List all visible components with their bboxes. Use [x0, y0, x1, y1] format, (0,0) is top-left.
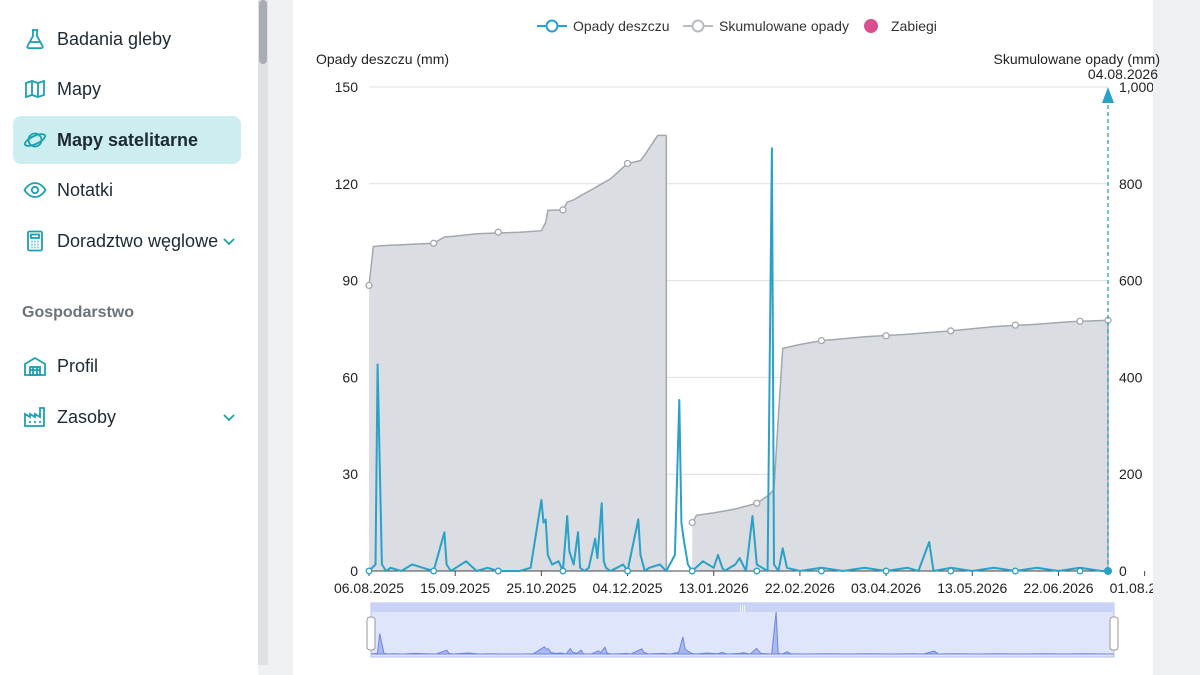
sidebar-item-label: Notatki: [57, 179, 114, 200]
cumulative-point: [365, 281, 373, 290]
cumulative-point: [559, 206, 567, 214]
cumulative-point: [882, 332, 890, 340]
chevron-down-icon[interactable]: [221, 409, 237, 425]
range-navigator-bar: [371, 603, 1114, 612]
cumulative-point: [494, 228, 502, 236]
rain-point: [688, 567, 696, 575]
right-marker-date: 04.08.2026: [1087, 66, 1158, 82]
x-tick-label: 04.12.2025: [593, 580, 663, 596]
x-tick-label: 03.04.2026: [851, 580, 921, 596]
scrollbar-thumb[interactable]: [259, 0, 267, 64]
cumulative-point: [1011, 321, 1020, 329]
y-tick-left: 0: [350, 563, 358, 579]
range-handle[interactable]: [1109, 616, 1119, 651]
sidebar-item-profil[interactable]: Profil: [13, 342, 241, 390]
y-tick-right: 0: [1119, 563, 1127, 579]
range-handle[interactable]: [366, 616, 376, 651]
rain-point: [624, 567, 631, 575]
cumulative-area: [369, 135, 667, 571]
rain-point: [947, 567, 955, 575]
sidebar-item-mapy-satelitarne[interactable]: Mapy satelitarne: [13, 116, 241, 164]
cumulative-point: [688, 518, 696, 527]
rain-point: [365, 567, 373, 575]
legend-label: Skumulowane opady: [719, 18, 849, 34]
x-tick-label: 25.10.2025: [506, 580, 576, 596]
y-tick-left: 150: [335, 79, 359, 95]
cumulative-point: [623, 159, 632, 168]
cumulative-point: [1076, 317, 1084, 325]
barn-icon: [23, 354, 47, 378]
sidebar-item-label: Mapy: [57, 78, 102, 99]
sidebar-item-notatki[interactable]: Notatki: [13, 166, 241, 214]
y-axis-right-title: Skumulowane opady (mm): [993, 51, 1160, 67]
section-title-gospodarstwo: Gospodarstwo: [22, 304, 135, 321]
flask-icon: [23, 27, 47, 51]
cumulative-line: [691, 319, 1109, 523]
sidebar-item-zasoby[interactable]: Zasoby: [13, 393, 241, 441]
sidebar-item-label: Doradztwo węglowe: [57, 230, 219, 251]
y-tick-left: 30: [342, 466, 358, 482]
x-tick-label: 22.06.2026: [1023, 580, 1093, 596]
sidebar-item-doradztwo-weglowe[interactable]: Doradztwo węglowe: [13, 217, 241, 265]
y-tick-right: 400: [1119, 369, 1143, 385]
rain-point: [1076, 567, 1084, 575]
eye-icon: [23, 178, 47, 202]
sidebar-scrollbar[interactable]: [258, 0, 268, 665]
y-tick-left: 120: [335, 176, 359, 192]
x-tick-label: 13.05.2026: [937, 580, 1007, 596]
y-axis-left-title: Opady deszczu (mm): [316, 51, 450, 67]
sidebar-item-mapy[interactable]: Mapy: [13, 65, 241, 113]
legend-item-rain[interactable]: Opady deszczu: [537, 18, 670, 34]
y-tick-right: 800: [1119, 176, 1143, 192]
x-tick-label: 13.01.2026: [679, 580, 749, 596]
cumulative-area: [692, 320, 1108, 571]
x-tick-label: 06.08.2025: [334, 580, 404, 596]
today-marker-arrow-icon: [1102, 87, 1114, 103]
y-tick-right: 1,000: [1119, 79, 1153, 95]
legend-dot-icon: [864, 19, 878, 33]
rain-point: [430, 567, 438, 575]
cumulative-point: [753, 499, 761, 507]
y-tick-left: 60: [342, 369, 358, 385]
cumulative-point: [947, 327, 955, 335]
rain-point: [494, 567, 502, 575]
y-tick-right: 200: [1119, 466, 1143, 482]
rain-point: [559, 567, 567, 575]
map-icon: [23, 77, 47, 101]
rain-point: [817, 567, 825, 575]
x-tick-label: 22.02.2026: [765, 580, 835, 596]
range-navigator-preview: [370, 611, 1114, 655]
sidebar-item-label: Badania gleby: [57, 28, 172, 49]
rain-point: [1011, 567, 1019, 575]
legend-line-marker-icon: [683, 19, 713, 33]
sidebar-item-label: Zasoby: [57, 406, 117, 427]
factory-icon: [23, 405, 47, 429]
sidebar-item-label: Mapy satelitarne: [57, 129, 199, 150]
legend-item-cumulative[interactable]: Skumulowane opady: [683, 18, 849, 34]
y-tick-left: 90: [342, 273, 358, 289]
legend-line-marker-icon: [537, 19, 567, 33]
sidebar-item-badania-gleby[interactable]: Badania gleby: [13, 15, 241, 63]
rain-chart[interactable]: 0 30 60 90 120 150 0 200 400 600 800 1,000 06.08.202…: [293, 0, 1153, 675]
chart-panel: Opady deszczu Skumulowane opady Zabiegi …: [293, 0, 1160, 675]
legend-label: Zabiegi: [891, 18, 937, 34]
rain-point: [753, 567, 761, 575]
chevron-down-icon[interactable]: [221, 233, 237, 249]
legend-item-zabiegi[interactable]: Zabiegi: [863, 18, 937, 34]
planet-icon: [23, 128, 47, 152]
cumulative-point: [429, 239, 438, 247]
range-grip-icon: |||: [739, 604, 745, 613]
x-tick-label: 15.09.2025: [420, 580, 490, 596]
cumulative-point: [817, 336, 826, 345]
legend-label: Opady deszczu: [573, 18, 670, 34]
calculator-icon: [23, 229, 47, 253]
sidebar-item-label: Profil: [57, 355, 99, 376]
rain-point: [882, 567, 890, 575]
y-tick-right: 600: [1119, 273, 1143, 289]
rain-line: [368, 147, 1108, 572]
sidebar: Badania gleby Mapy Mapy satelitarne Nota…: [0, 0, 258, 675]
x-tick-label: 01.08.2026: [1110, 580, 1153, 596]
